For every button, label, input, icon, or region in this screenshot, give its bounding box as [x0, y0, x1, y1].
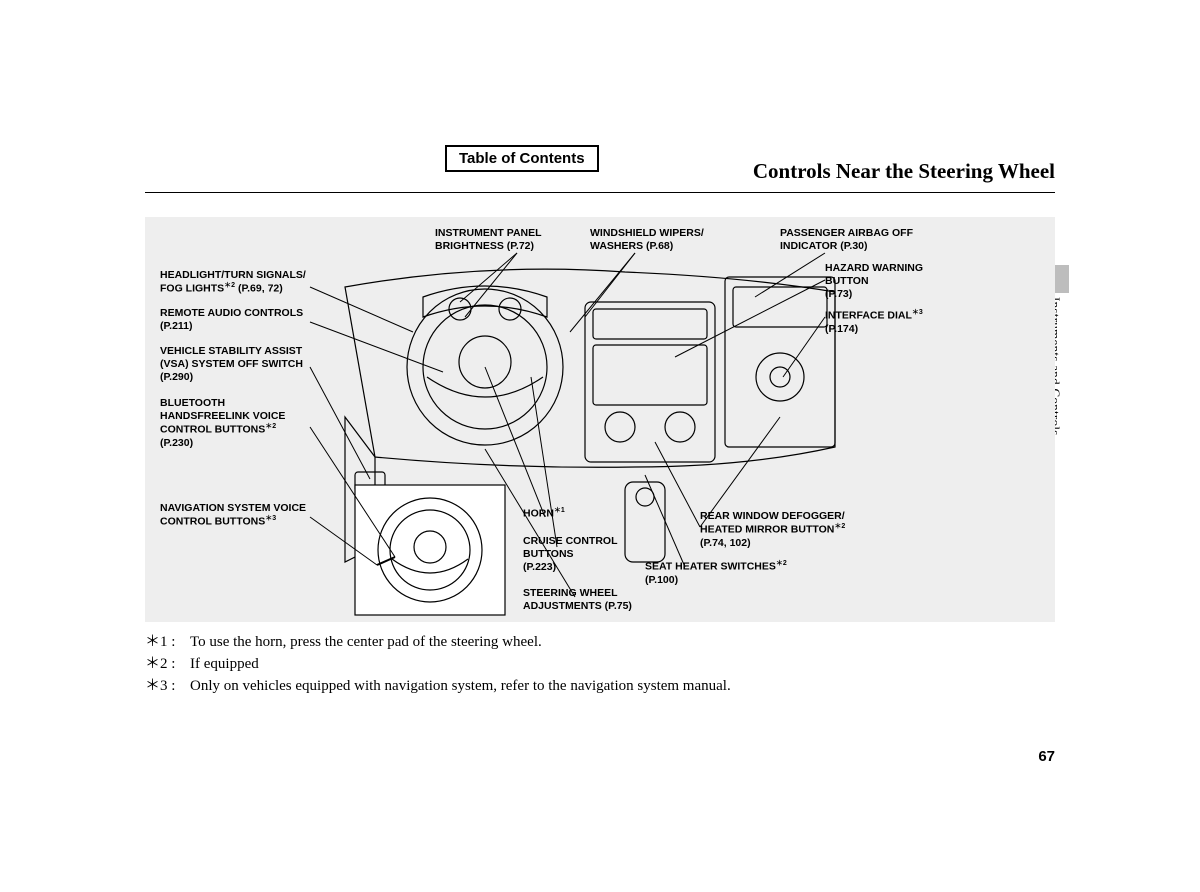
page-header: Table of Contents Controls Near the Stee… [145, 145, 1055, 193]
label-hazard: HAZARD WARNING BUTTON (P.73) [825, 262, 923, 301]
label-headlight: HEADLIGHT/TURN SIGNALS/ FOG LIGHTS＊2 (P.… [160, 269, 306, 296]
label-passenger-airbag: PASSENGER AIRBAG OFF INDICATOR (P.30) [780, 227, 913, 253]
footnote-row: ＊2 : If equipped [145, 654, 1055, 676]
footnote-key: ＊3 : [145, 676, 190, 698]
label-bluetooth: BLUETOOTH HANDSFREELINK VOICE CONTROL BU… [160, 397, 285, 450]
footnote-row: ＊3 : Only on vehicles equipped with navi… [145, 676, 1055, 698]
label-cruise: CRUISE CONTROL BUTTONS (P.223) [523, 535, 618, 574]
dashboard-diagram: INSTRUMENT PANEL BRIGHTNESS (P.72) WINDS… [145, 217, 1055, 622]
footnotes: ＊1 : To use the horn, press the center p… [145, 632, 1055, 697]
label-steering-adjust: STEERING WHEEL ADJUSTMENTS (P.75) [523, 587, 632, 613]
footnote-text: To use the horn, press the center pad of… [190, 632, 542, 654]
label-rear-defogger: REAR WINDOW DEFOGGER/ HEATED MIRROR BUTT… [700, 510, 845, 550]
label-vsa: VEHICLE STABILITY ASSIST (VSA) SYSTEM OF… [160, 345, 303, 384]
label-nav-voice: NAVIGATION SYSTEM VOICE CONTROL BUTTONS＊… [160, 502, 306, 529]
footnote-key: ＊1 : [145, 632, 190, 654]
label-seat-heater: SEAT HEATER SWITCHES＊2 (P.100) [645, 560, 787, 587]
label-interface-dial: INTERFACE DIAL＊3 (P.174) [825, 309, 923, 336]
label-windshield-wipers: WINDSHIELD WIPERS/ WASHERS (P.68) [590, 227, 704, 253]
footnote-row: ＊1 : To use the horn, press the center p… [145, 632, 1055, 654]
label-horn: HORN＊1 [523, 507, 565, 521]
footnote-text: If equipped [190, 654, 259, 676]
section-title: Controls Near the Steering Wheel [753, 159, 1055, 184]
page-number: 67 [1038, 748, 1055, 765]
footnote-text: Only on vehicles equipped with navigatio… [190, 676, 731, 698]
label-remote-audio: REMOTE AUDIO CONTROLS (P.211) [160, 307, 303, 333]
footnote-key: ＊2 : [145, 654, 190, 676]
toc-box: Table of Contents [445, 145, 599, 172]
label-instrument-panel: INSTRUMENT PANEL BRIGHTNESS (P.72) [435, 227, 542, 253]
manual-page: Table of Contents Controls Near the Stee… [145, 145, 1055, 697]
